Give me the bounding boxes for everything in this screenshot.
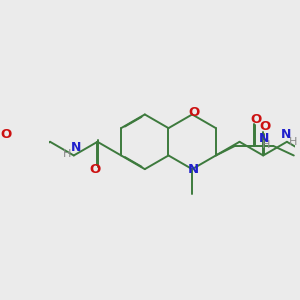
Text: H: H: [289, 137, 297, 147]
Text: O: O: [260, 120, 271, 133]
Text: O: O: [251, 113, 262, 126]
Text: H: H: [63, 149, 71, 159]
Text: N: N: [188, 163, 199, 176]
Text: H: H: [262, 140, 270, 149]
Text: N: N: [259, 132, 269, 145]
Text: N: N: [281, 128, 292, 142]
Text: N: N: [71, 141, 81, 154]
Text: O: O: [0, 128, 12, 141]
Text: O: O: [189, 106, 200, 119]
Text: O: O: [90, 164, 101, 176]
